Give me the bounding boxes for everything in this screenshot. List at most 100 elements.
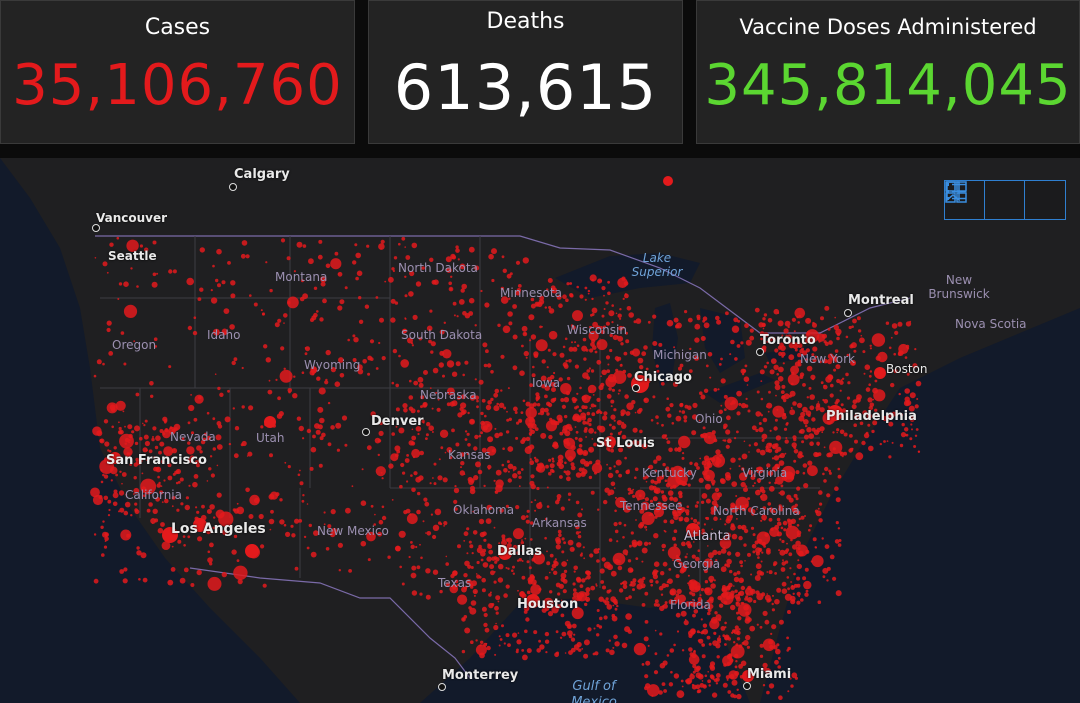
case-dot: [93, 374, 97, 378]
case-dot: [98, 495, 103, 499]
case-dot: [454, 507, 458, 511]
case-dot: [806, 396, 809, 399]
case-dot: [644, 620, 649, 624]
case-dot: [155, 467, 159, 471]
case-dot: [659, 632, 663, 636]
case-dot: [818, 490, 823, 495]
case-dot: [516, 421, 520, 425]
case-dot: [672, 536, 676, 541]
case-dot: [352, 260, 357, 265]
case-dot: [490, 397, 494, 402]
case-dot: [788, 342, 795, 349]
case-dot: [713, 438, 718, 443]
case-dot: [714, 487, 720, 493]
case-dot: [744, 404, 749, 408]
case-dot: [663, 504, 668, 509]
case-dot: [904, 427, 909, 432]
case-dot: [686, 523, 700, 537]
case-dot: [731, 481, 738, 487]
case-dot: [493, 392, 499, 398]
state-label-georgia: Georgia: [673, 557, 721, 571]
basemap-gallery-icon[interactable]: [945, 181, 1065, 219]
case-dot: [357, 368, 364, 375]
case-dot: [287, 301, 291, 305]
legend-list-icon[interactable]: [946, 181, 1025, 219]
case-dot: [432, 524, 440, 531]
case-dot: [391, 432, 396, 436]
case-dot: [462, 311, 467, 316]
case-dot: [787, 646, 791, 651]
case-dot: [549, 553, 554, 558]
case-dot: [812, 322, 817, 328]
case-dot: [233, 565, 248, 580]
case-dot: [283, 322, 285, 324]
case-dot: [395, 407, 400, 412]
case-dot: [448, 286, 454, 292]
case-dot: [857, 416, 862, 420]
case-dot: [681, 649, 685, 652]
case-dot: [735, 601, 741, 607]
case-dot: [484, 302, 490, 308]
case-dot: [118, 426, 122, 431]
case-dot: [762, 506, 767, 510]
case-dot: [552, 460, 555, 463]
case-dot: [642, 476, 647, 480]
case-dot: [536, 399, 538, 402]
case-dot: [588, 427, 594, 434]
case-dot: [836, 332, 841, 337]
case-dot: [236, 559, 240, 562]
case-dot: [280, 346, 285, 351]
case-dot: [108, 351, 114, 356]
case-dot: [740, 481, 746, 488]
case-dot: [665, 437, 668, 440]
case-dot: [478, 544, 482, 549]
case-dot: [526, 509, 530, 513]
case-dot: [409, 379, 412, 383]
case-dot: [790, 581, 792, 583]
case-dot: [327, 524, 332, 529]
case-dot: [358, 319, 364, 324]
case-dot: [375, 466, 386, 477]
case-dot: [269, 453, 273, 458]
case-dot: [434, 508, 442, 516]
case-dot: [730, 525, 736, 531]
case-dot: [636, 409, 642, 414]
case-dot: [588, 423, 592, 427]
case-dot: [733, 572, 737, 576]
case-dot: [411, 590, 418, 596]
case-dot: [541, 359, 546, 364]
case-dot: [885, 321, 890, 325]
state-label-nebraska: Nebraska: [420, 388, 477, 402]
case-dot: [449, 584, 459, 594]
case-dot: [526, 648, 532, 654]
case-dot: [558, 377, 563, 382]
case-dot: [786, 636, 789, 640]
case-dot: [557, 529, 562, 534]
case-dot: [738, 465, 741, 468]
case-dot: [108, 450, 112, 453]
case-dot: [606, 369, 611, 373]
case-dot: [745, 611, 750, 616]
case-dot: [366, 531, 376, 542]
state-label-new-york: New York: [800, 352, 855, 366]
case-dot: [722, 655, 733, 667]
case-dot: [744, 560, 746, 562]
case-dot: [445, 555, 448, 558]
map-canvas[interactable]: [0, 158, 1080, 703]
case-dot: [767, 449, 770, 452]
case-dot: [766, 593, 768, 595]
case-dot: [494, 490, 499, 494]
case-dot: [893, 352, 896, 356]
case-dot: [316, 310, 319, 313]
case-dot: [869, 347, 873, 350]
case-dot: [783, 427, 788, 431]
case-dot: [453, 487, 460, 494]
case-dot: [460, 461, 465, 466]
case-dot: [689, 461, 693, 465]
state-label-oklahoma: Oklahoma: [453, 503, 515, 517]
case-dot: [747, 597, 753, 603]
case-dot: [124, 501, 131, 508]
case-dot: [697, 673, 704, 680]
case-dot: [797, 453, 803, 459]
case-map[interactable]: Montana North Dakota Minnesota Wisconsin…: [0, 158, 1080, 703]
